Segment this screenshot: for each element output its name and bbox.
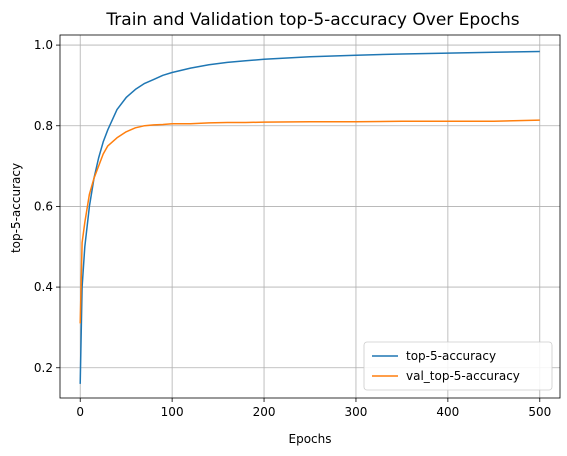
series-line-train (79, 50, 540, 384)
x-tick-label: 100 (161, 405, 184, 419)
x-tick-label: 0 (76, 405, 84, 419)
y-tick-label: 0.2 (34, 361, 53, 375)
series-line-val (79, 119, 540, 324)
x-axis-label: Epochs (289, 432, 332, 446)
x-tick-label: 200 (253, 405, 276, 419)
series-layer (79, 50, 540, 384)
y-tick-label: 0.6 (34, 199, 53, 213)
grid (60, 35, 560, 398)
y-tick-label: 1.0 (34, 38, 53, 52)
legend-label: top-5-accuracy (406, 349, 496, 363)
x-tick-label: 400 (436, 405, 459, 419)
ticks: 0 100 200 300 400 500 0.2 0.4 0.6 0.8 1.0 (34, 38, 551, 419)
legend-box (363, 341, 553, 391)
legend: top-5-accuracy val_top-5-accuracy (363, 341, 553, 391)
y-tick-label: 0.4 (34, 280, 53, 294)
y-tick-label: 0.8 (34, 119, 53, 133)
axes-frame (59, 34, 561, 399)
chart-title: Train and Validation top-5-accuracy Over… (105, 10, 519, 30)
x-tick-label: 300 (345, 405, 368, 419)
legend-label: val_top-5-accuracy (406, 369, 520, 383)
x-tick-label: 500 (528, 405, 551, 419)
y-axis-label: top-5-accuracy (9, 163, 23, 253)
